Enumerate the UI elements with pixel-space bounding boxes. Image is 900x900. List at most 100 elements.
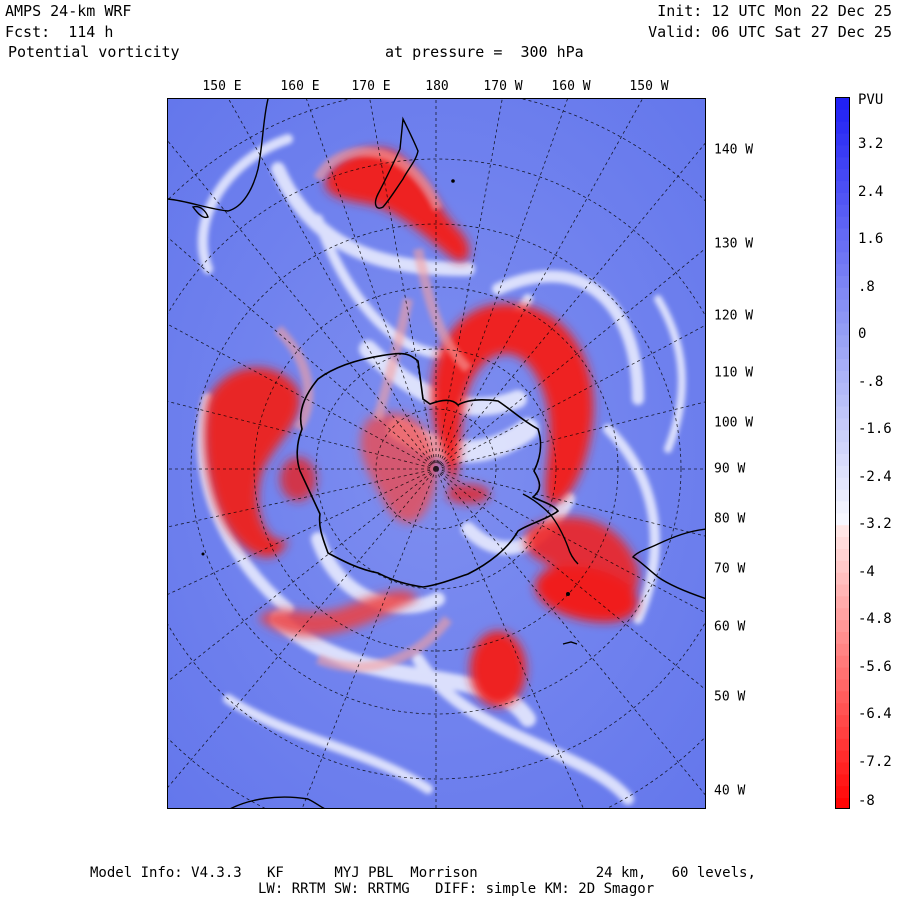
south-orkney-islands [566,592,570,596]
pv-feature-west-small [280,457,316,501]
africa-coastline [230,796,325,808]
lon-label-110w: 110 W [714,365,754,381]
colorbar-step [836,121,849,135]
colorbar-step [836,264,849,277]
colorbar-label: -4 [858,563,875,580]
colorbar-step [836,359,849,372]
colorbar-step [836,382,849,396]
lon-label-130w: 130 W [714,236,754,252]
colorbar-label: -1.6 [858,421,892,438]
colorbar-step [836,335,849,348]
colorbar-step [836,287,849,301]
colorbar-step [836,560,849,574]
colorbar-step [836,311,849,324]
pv-feature-southwest-arm [258,590,418,637]
colorbar-step [836,133,849,146]
colorbar-label: 2.4 [858,183,884,200]
colorbar-step [836,204,849,218]
colorbar-step [836,406,849,419]
colorbar-label: 3.2 [858,136,884,153]
lon-label-60w: 60 W [714,619,746,635]
colorbar-label: -.8 [858,373,884,390]
pv-feature-west-crescent [204,367,300,558]
colorbar-step [836,584,849,597]
forecast-hour: Fcst: 114 h [5,23,114,41]
macquarie-island [201,552,205,556]
colorbar-step [836,98,849,111]
colorbar-step [836,667,849,680]
colorbar-step [836,596,849,609]
pv-feature-new-zealand [325,148,470,262]
colorbar-step [836,726,849,740]
colorbar-step [836,477,849,491]
colorbar-label: -2.4 [858,468,892,485]
pressure-level: at pressure = 300 hPa [385,43,584,61]
model-info-line1: Model Info: V4.3.3 KF MYJ PBL Morrison 2… [90,865,756,881]
colorbar-step [836,489,849,502]
colorbar-label: .8 [858,278,875,295]
pv-feature-central [360,412,438,524]
colorbar-step [836,774,849,787]
colorbar-step [836,465,849,479]
south-georgia [562,641,578,645]
pv-feature-central-small [446,484,490,504]
colorbar-step [836,679,849,692]
lon-label-70w: 70 W [714,561,746,577]
model-info-line2: LW: RRTM SW: RRTMG DIFF: simple KM: 2D S… [258,881,655,897]
colorbar-step [836,750,849,764]
colorbar-step [836,643,849,657]
colorbar-label: -3.2 [858,516,892,533]
lon-label-90w: 90 W [714,461,746,477]
pv-moderate-halos [274,146,472,672]
colorbar-step [836,442,849,455]
lon-label-80w: 80 W [714,511,746,527]
colorbar-step [836,691,849,704]
antarctic-peninsula [522,493,579,565]
colorbar-step [836,608,849,621]
graticule [168,99,705,808]
colorbar-step [836,418,849,431]
field-name: Potential vorticity [8,43,180,61]
model-title: AMPS 24-km WRF [5,2,132,20]
colorbar-step [836,513,849,526]
lon-label-50w: 50 W [714,689,746,705]
lon-label-160e: 160 E [280,79,320,94]
colorbar-label: 0 [858,326,867,343]
colorbar-label: -8 [858,793,875,809]
colorbar-step [836,169,849,182]
pv-colorbar [835,97,850,809]
colorbar-step [836,347,849,360]
pv-feature-horseshoe [431,303,594,505]
pv-map-canvas [168,99,705,808]
antarctica-coastline [296,352,560,588]
init-time: Init: 12 UTC Mon 22 Dec 25 [657,2,892,20]
colorbar-step [836,632,849,645]
colorbar-step [836,537,849,550]
colorbar-step [836,620,849,633]
south-america-coastline [631,528,705,600]
colorbar-label: -6.4 [858,706,892,723]
pv-feature-southeast-blob [535,566,638,623]
colorbar-step [836,798,849,808]
colorbar-step [836,323,849,336]
colorbar-step [836,525,849,538]
valid-time: Valid: 06 UTC Sat 27 Dec 25 [648,23,892,41]
colorbar-step [836,145,849,158]
lon-label-120w: 120 W [714,308,754,324]
colorbar-step [836,548,849,562]
new-zealand-coastline [374,116,419,209]
lon-label-140w: 140 W [714,142,754,158]
pv-negative-features [204,148,639,707]
colorbar-step [836,216,849,230]
colorbar-step [836,786,849,799]
colorbar-step [836,370,849,384]
colorbar-label: -5.6 [858,658,892,675]
tasmania-coastline [191,205,209,219]
lon-label-40w: 40 W [714,783,746,799]
lon-label-150w: 150 W [629,79,669,94]
colorbar-units: PVU [858,92,884,108]
pv-map [167,98,706,809]
colorbar-step [836,738,849,752]
pv-colorbar-scale [836,98,849,808]
colorbar-step [836,715,849,728]
